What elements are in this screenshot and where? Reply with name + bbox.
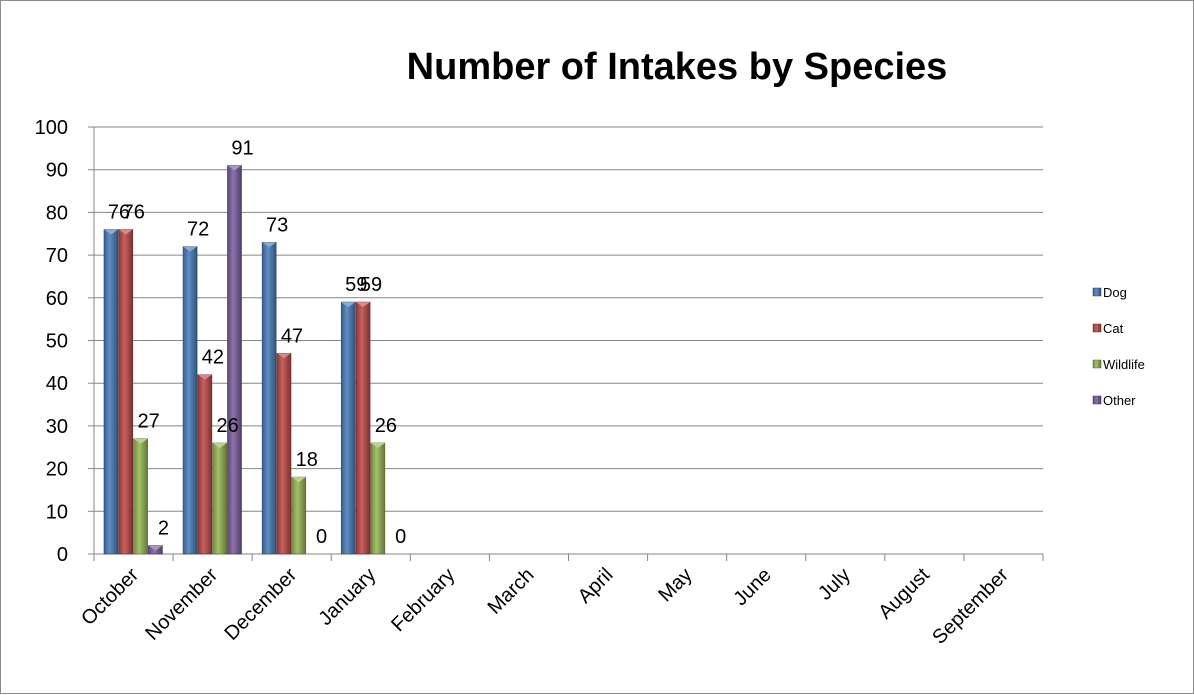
data-label-cat-december: 47	[281, 325, 303, 347]
data-label-other-december: 0	[316, 526, 327, 548]
bar-other-november	[227, 165, 242, 555]
legend: Dog Cat Wildlife Other	[1092, 285, 1145, 408]
data-label-other-november: 91	[231, 137, 253, 159]
data-label-wildlife-october: 27	[137, 411, 159, 433]
bar-cat-january	[355, 301, 371, 555]
x-tick-label-august: August	[874, 564, 934, 624]
bar-cap-dog-october	[104, 229, 118, 235]
y-tick-label: 100	[35, 117, 68, 139]
bar-dog-october	[103, 229, 119, 555]
data-label-wildlife-january: 26	[375, 415, 397, 437]
bar-wildlife-november	[212, 442, 227, 555]
bar-cat-october	[118, 229, 134, 555]
bar-cap-other-november	[227, 165, 242, 171]
data-label-dog-january: 59	[345, 274, 367, 296]
data-label-other-october: 2	[158, 517, 169, 539]
data-label-dog-december: 73	[266, 214, 288, 236]
x-tick-label-april: April	[574, 564, 618, 608]
y-tick-label: 10	[46, 501, 68, 523]
legend-swatch-wildlife	[1092, 359, 1102, 369]
x-tick-label-december: December	[220, 564, 301, 645]
legend-swatch-other	[1092, 395, 1102, 405]
x-tick-label-october: October	[77, 564, 143, 630]
bar-cap-wildlife-november	[212, 442, 227, 448]
data-label-wildlife-november: 26	[217, 415, 239, 437]
bar-cap-wildlife-october	[133, 438, 148, 444]
bar-cap-cat-october	[118, 229, 133, 235]
y-tick-label: 70	[46, 245, 68, 267]
bar-dog-january	[340, 301, 356, 555]
x-tick-label-july: July	[814, 564, 855, 605]
bar-cap-dog-january	[341, 302, 356, 308]
y-tick-label: 60	[46, 288, 68, 310]
bar-wildlife-january	[370, 442, 386, 555]
chart-title: Number of Intakes by Species	[407, 46, 948, 88]
legend-label-cat: Cat	[1103, 321, 1124, 336]
data-label-cat-november: 42	[202, 347, 224, 369]
data-label-dog-october: 76	[108, 201, 130, 223]
bar-cat-december	[276, 353, 292, 555]
x-tick-label-march: March	[484, 564, 539, 619]
data-label-cat-january: 59	[360, 274, 382, 296]
bar-dog-november	[182, 246, 198, 555]
data-label-wildlife-december: 18	[296, 449, 318, 471]
legend-swatch-cat	[1092, 323, 1102, 333]
bar-cap-dog-december	[262, 242, 277, 248]
legend-swatch-dog	[1092, 287, 1102, 297]
y-tick-label: 20	[46, 459, 68, 481]
data-label-other-january: 0	[395, 526, 406, 548]
y-tick-label: 90	[46, 160, 68, 182]
y-tick-label: 30	[46, 416, 68, 438]
bar-cap-cat-january	[356, 302, 371, 308]
x-tick-label-february: February	[387, 564, 459, 636]
bar-wildlife-december	[291, 476, 307, 555]
data-label-dog-november: 72	[187, 219, 209, 241]
gridlines	[94, 126, 1043, 512]
bar-cap-cat-december	[276, 353, 291, 359]
x-tick-label-may: May	[654, 564, 696, 606]
x-tick-label-june: June	[730, 564, 776, 610]
bar-dog-december	[261, 241, 277, 555]
bars	[103, 165, 386, 555]
x-tick-label-september: September	[928, 564, 1013, 649]
x-tick-label-november: November	[141, 564, 222, 645]
legend-label-other: Other	[1103, 393, 1136, 408]
bar-wildlife-october	[133, 438, 148, 555]
y-tick-label: 50	[46, 331, 68, 353]
bar-cap-wildlife-january	[370, 442, 385, 448]
y-tick-label: 40	[46, 373, 68, 395]
bar-cap-cat-november	[197, 374, 212, 380]
legend-label-dog: Dog	[1103, 285, 1127, 300]
y-tick-label: 80	[46, 202, 68, 224]
bar-cap-wildlife-december	[291, 477, 306, 483]
data-label-cat-october: 76	[123, 201, 145, 223]
bar-cap-dog-november	[183, 246, 198, 252]
y-tick-label: 0	[57, 544, 68, 566]
bar-cap-other-october	[148, 545, 163, 551]
bar-cat-november	[197, 374, 213, 555]
x-tick-label-january: January	[314, 564, 380, 630]
legend-label-wildlife: Wildlife	[1103, 357, 1145, 372]
